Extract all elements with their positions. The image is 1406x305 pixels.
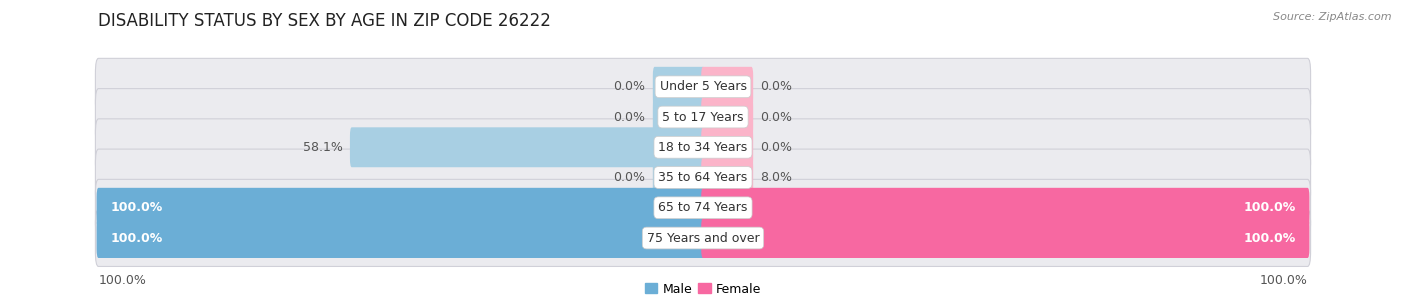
FancyBboxPatch shape <box>702 127 754 167</box>
FancyBboxPatch shape <box>96 179 1310 236</box>
FancyBboxPatch shape <box>96 58 1310 115</box>
FancyBboxPatch shape <box>702 158 754 198</box>
Text: 100.0%: 100.0% <box>111 201 163 214</box>
FancyBboxPatch shape <box>350 127 704 167</box>
FancyBboxPatch shape <box>652 97 704 137</box>
Text: 0.0%: 0.0% <box>613 80 645 93</box>
Text: 5 to 17 Years: 5 to 17 Years <box>662 110 744 124</box>
FancyBboxPatch shape <box>652 158 704 198</box>
Text: 100.0%: 100.0% <box>1243 231 1295 245</box>
Text: 58.1%: 58.1% <box>302 141 343 154</box>
FancyBboxPatch shape <box>96 149 1310 206</box>
Text: 100.0%: 100.0% <box>1243 201 1295 214</box>
Text: 100.0%: 100.0% <box>111 231 163 245</box>
Text: Source: ZipAtlas.com: Source: ZipAtlas.com <box>1274 12 1392 22</box>
Legend: Male, Female: Male, Female <box>645 283 761 296</box>
Text: 65 to 74 Years: 65 to 74 Years <box>658 201 748 214</box>
Text: 8.0%: 8.0% <box>761 171 793 184</box>
Text: DISABILITY STATUS BY SEX BY AGE IN ZIP CODE 26222: DISABILITY STATUS BY SEX BY AGE IN ZIP C… <box>98 12 551 30</box>
Text: 0.0%: 0.0% <box>613 171 645 184</box>
FancyBboxPatch shape <box>96 88 1310 145</box>
Text: 0.0%: 0.0% <box>761 110 793 124</box>
Text: 0.0%: 0.0% <box>761 141 793 154</box>
FancyBboxPatch shape <box>702 218 1309 258</box>
FancyBboxPatch shape <box>97 218 704 258</box>
Text: 0.0%: 0.0% <box>613 110 645 124</box>
FancyBboxPatch shape <box>96 210 1310 267</box>
FancyBboxPatch shape <box>702 188 1309 228</box>
FancyBboxPatch shape <box>652 67 704 107</box>
Text: 75 Years and over: 75 Years and over <box>647 231 759 245</box>
FancyBboxPatch shape <box>97 188 704 228</box>
Text: 100.0%: 100.0% <box>1260 274 1308 287</box>
Text: 35 to 64 Years: 35 to 64 Years <box>658 171 748 184</box>
Text: 100.0%: 100.0% <box>98 274 146 287</box>
Text: 0.0%: 0.0% <box>761 80 793 93</box>
FancyBboxPatch shape <box>702 67 754 107</box>
Text: Under 5 Years: Under 5 Years <box>659 80 747 93</box>
FancyBboxPatch shape <box>96 119 1310 176</box>
FancyBboxPatch shape <box>702 97 754 137</box>
Text: 18 to 34 Years: 18 to 34 Years <box>658 141 748 154</box>
